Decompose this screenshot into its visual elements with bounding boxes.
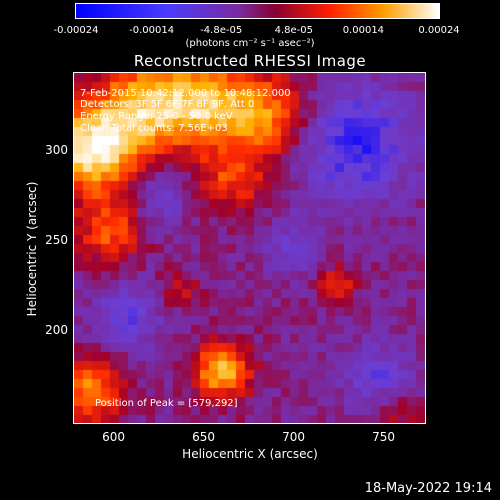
colorbar-tick-label: -0.00014 bbox=[129, 25, 175, 36]
y-tick-label: 300 bbox=[45, 142, 68, 157]
colorbar-tick-label: 4.8e-05 bbox=[274, 25, 313, 36]
x-tick-label: 600 bbox=[102, 430, 126, 444]
x-tick-label: 750 bbox=[372, 430, 396, 444]
heatmap-image bbox=[74, 73, 425, 423]
colorbar-tick-label: 0.00014 bbox=[342, 25, 385, 36]
colorbar-tick-label: -0.00024 bbox=[53, 25, 99, 36]
colorbar-units: (photons cm⁻² s⁻¹ asec⁻²) bbox=[185, 38, 315, 49]
y-tick-label: 200 bbox=[45, 322, 68, 337]
annotation-energy: Energy Range: 25.0 - 50.0 keV bbox=[80, 111, 233, 122]
chart-title: Reconstructed RHESSI Image bbox=[133, 52, 367, 70]
annotation-detectors: Detectors: 3F 5F 6F 7F 8F 9F, Att 0 bbox=[80, 99, 255, 110]
y-tick-label: 250 bbox=[45, 232, 68, 247]
colorbar bbox=[75, 3, 440, 19]
render-date: 18-May-2022 19:14 bbox=[364, 481, 492, 496]
colorbar-tick-label: -4.8e-05 bbox=[200, 25, 243, 36]
colorbar-tick-label: 0.00024 bbox=[418, 25, 460, 36]
x-tick-label: 700 bbox=[282, 430, 306, 444]
annotation-peak: Position of Peak = [579,292] bbox=[95, 398, 238, 409]
annotation-clean: Clean Total counts: 7.56E+03 bbox=[80, 123, 228, 134]
annotation-time-range: 7-Feb-2015 10:42:12.000 to 10:48:12.000 bbox=[80, 88, 291, 99]
y-axis-label: Heliocentric Y (arcsec) bbox=[25, 181, 39, 317]
plot-area bbox=[73, 72, 426, 424]
x-tick-label: 650 bbox=[192, 430, 216, 444]
x-axis-label: Heliocentric X (arcsec) bbox=[182, 447, 318, 461]
